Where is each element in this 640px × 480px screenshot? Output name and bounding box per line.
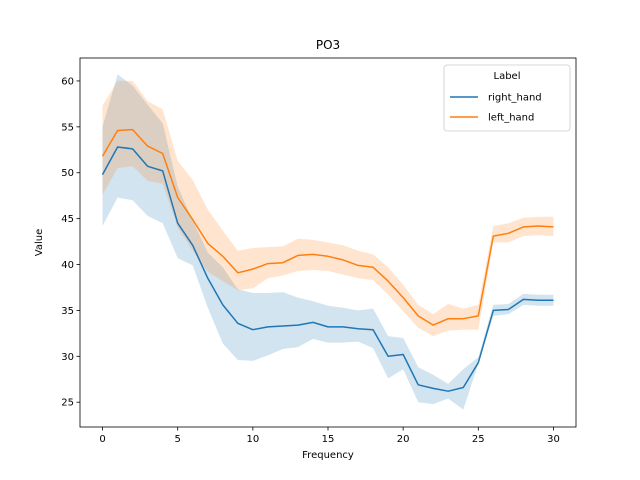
legend-box: [443, 64, 571, 132]
x-tick-label: 5: [175, 434, 181, 445]
chart-title: PO3: [316, 38, 340, 52]
confidence-bands: [102, 74, 554, 410]
y-axis-ticks: 25 30 35 40 45 50 55 60: [61, 76, 80, 409]
series-lines: [101, 128, 554, 392]
left_hand-confidence-band: [102, 80, 554, 337]
y-tick-label: 60: [61, 76, 74, 87]
x-axis-label: Frequency: [302, 450, 354, 461]
legend-label-right_hand: right_hand: [488, 93, 542, 104]
legend-label-left_hand: left_hand: [488, 113, 534, 124]
x-tick-label: 30: [547, 434, 560, 445]
x-tick-label: 15: [322, 434, 335, 445]
right_hand-confidence-band: [102, 74, 554, 410]
y-tick-label: 35: [61, 306, 74, 317]
x-axis-ticks: 0 5 10 15 20 25 30: [99, 427, 560, 445]
right_hand-line: [101, 146, 554, 392]
legend-title: Label: [494, 71, 521, 82]
x-tick-label: 25: [472, 434, 485, 445]
x-tick-label: 10: [246, 434, 259, 445]
legend-items: right_hand left_hand: [450, 93, 542, 124]
y-axis-label: Value: [34, 229, 45, 256]
y-tick-label: 50: [61, 168, 74, 179]
y-tick-label: 55: [61, 122, 74, 133]
y-tick-label: 25: [61, 398, 74, 409]
y-tick-label: 40: [61, 260, 74, 271]
y-tick-label: 30: [61, 352, 74, 363]
x-tick-label: 0: [99, 434, 105, 445]
y-tick-label: 45: [61, 214, 74, 225]
left_hand-line: [101, 128, 554, 326]
legend: Label right_hand left_hand: [443, 64, 571, 132]
x-tick-label: 20: [397, 434, 410, 445]
